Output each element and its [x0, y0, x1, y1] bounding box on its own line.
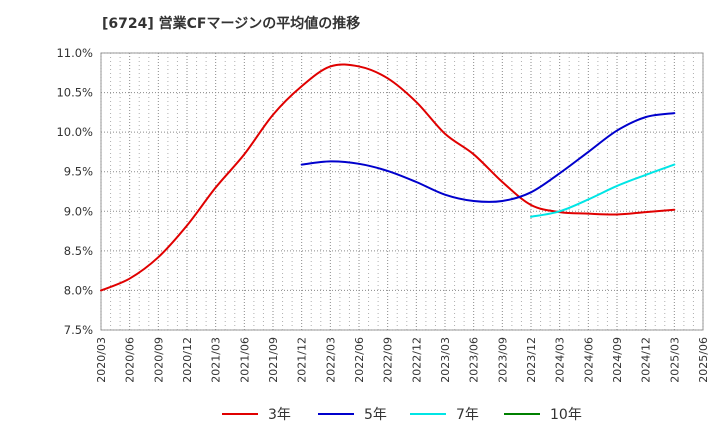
legend-label: 10年 — [550, 407, 582, 423]
x-tick-label: 2022/09 — [382, 337, 395, 383]
y-tick-label: 11.0% — [56, 46, 93, 60]
y-tick-label: 7.5% — [64, 323, 93, 337]
legend-swatch — [504, 413, 540, 415]
x-tick-label: 2024/03 — [554, 337, 567, 383]
chart-legend: 3年 5年 7年 10年 — [0, 402, 720, 426]
legend-label: 7年 — [456, 407, 479, 423]
legend-item: 5年 — [318, 402, 387, 426]
x-tick-label: 2025/06 — [697, 337, 710, 383]
y-tick-label: 10.5% — [56, 86, 93, 100]
x-tick-label: 2022/03 — [324, 337, 337, 383]
x-tick-label: 2020/03 — [95, 337, 108, 383]
x-tick-label: 2021/09 — [267, 337, 280, 383]
x-tick-label: 2020/12 — [181, 337, 194, 383]
series-line-3 — [530, 163, 676, 218]
x-tick-label: 2025/03 — [668, 337, 681, 383]
legend-label: 5年 — [364, 407, 387, 423]
chart-title: [6724] 営業CFマージンの平均値の推移 — [102, 16, 361, 32]
series-line-1 — [100, 63, 676, 292]
legend-item: 3年 — [222, 402, 291, 426]
x-tick-label: 2023/06 — [468, 337, 481, 383]
legend-item: 7年 — [410, 402, 479, 426]
line-chart: 7.5% 8.0% 8.5% 9.0% 9.5% 10.0% 10.5% 11.0% 2020/… — [56, 46, 710, 383]
x-tick-label: 2023/09 — [496, 337, 509, 383]
legend-swatch — [318, 413, 354, 415]
x-tick-label: 2021/12 — [296, 337, 309, 383]
legend-swatch — [222, 413, 258, 415]
y-tick-label: 8.5% — [64, 244, 93, 258]
x-tick-label: 2020/09 — [152, 337, 165, 383]
series-line-2 — [300, 112, 676, 203]
legend-swatch — [410, 413, 446, 415]
y-tick-label: 9.5% — [64, 165, 93, 179]
x-tick-label: 2021/06 — [238, 337, 251, 383]
x-tick-label: 2024/12 — [640, 337, 653, 383]
x-tick-label: 2023/03 — [439, 337, 452, 383]
legend-item: 10年 — [504, 402, 582, 426]
x-tick-label: 2021/03 — [210, 337, 223, 383]
plot-area — [100, 52, 704, 331]
x-tick-label: 2023/12 — [525, 337, 538, 383]
x-tick-label: 2022/12 — [410, 337, 423, 383]
y-tick-label: 9.0% — [64, 204, 93, 218]
x-tick-label: 2022/06 — [353, 337, 366, 383]
x-tick-label: 2024/09 — [611, 337, 624, 383]
y-tick-label: 10.0% — [56, 125, 93, 139]
x-tick-label: 2020/06 — [124, 337, 137, 383]
x-tick-label: 2024/06 — [582, 337, 595, 383]
legend-label: 3年 — [268, 407, 291, 423]
y-tick-label: 8.0% — [64, 283, 93, 297]
